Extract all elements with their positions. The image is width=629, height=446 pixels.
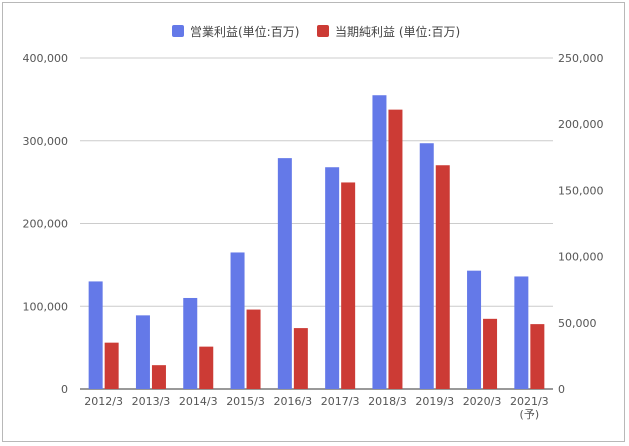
- x-tick-label: 2013/3: [132, 395, 171, 408]
- bar-net-income: [483, 318, 498, 389]
- right-tick-label: 200,000: [558, 118, 604, 131]
- bar-net-income: [530, 324, 545, 389]
- x-tick-label: 2018/3: [368, 395, 407, 408]
- left-tick-label: 0: [61, 383, 68, 396]
- left-tick-label: 400,000: [23, 52, 69, 65]
- left-tick-label: 200,000: [23, 218, 69, 231]
- bar-operating-profit: [419, 143, 434, 389]
- bar-operating-profit: [277, 158, 292, 389]
- bar-net-income: [104, 342, 119, 389]
- legend-label-net-income: 当期純利益 (単位:百万): [335, 24, 460, 39]
- right-tick-label: 250,000: [558, 52, 604, 65]
- bars: [88, 95, 545, 390]
- x-tick-label: 2017/3: [321, 395, 360, 408]
- left-axis: 0 100,000 200,000 300,000 400,000: [23, 52, 69, 396]
- right-axis: 0 50,000 100,000 150,000 200,000 250,000: [558, 52, 604, 396]
- bar-net-income: [435, 165, 450, 389]
- x-tick-label: 2014/3: [179, 395, 218, 408]
- legend: 営業利益(単位:百万) 当期純利益 (単位:百万): [172, 24, 460, 39]
- legend-swatch-net-income: [317, 25, 329, 37]
- bar-net-income: [293, 328, 308, 389]
- x-tick-note: (予): [520, 408, 540, 421]
- x-tick-label: 2015/3: [226, 395, 265, 408]
- bar-net-income: [341, 182, 356, 389]
- bar-operating-profit: [467, 270, 482, 389]
- bar-net-income: [388, 109, 403, 390]
- bar-net-income: [151, 365, 166, 389]
- right-tick-label: 0: [558, 383, 565, 396]
- right-tick-label: 150,000: [558, 184, 604, 197]
- x-tick-label: 2016/3: [273, 395, 312, 408]
- gridlines: [80, 57, 553, 390]
- left-tick-label: 300,000: [23, 135, 69, 148]
- bar-net-income: [199, 346, 214, 389]
- bar-operating-profit: [135, 315, 150, 389]
- x-tick-label: 2019/3: [415, 395, 454, 408]
- bar-operating-profit: [88, 281, 103, 389]
- x-axis: 2012/3 2013/3 2014/3 2015/3 2016/3 2017/3 2018…: [84, 395, 548, 421]
- legend-swatch-operating-profit: [172, 25, 184, 37]
- bar-operating-profit: [230, 252, 245, 389]
- bar-net-income: [246, 309, 261, 389]
- x-tick-label: 2021/3: [510, 395, 549, 408]
- x-tick-label: 2020/3: [463, 395, 502, 408]
- bar-operating-profit: [372, 95, 387, 390]
- right-tick-label: 100,000: [558, 251, 604, 264]
- right-tick-label: 50,000: [558, 317, 597, 330]
- legend-label-operating-profit: 営業利益(単位:百万): [190, 24, 299, 39]
- bar-operating-profit: [183, 297, 198, 389]
- left-tick-label: 100,000: [23, 300, 69, 313]
- x-tick-label: 2012/3: [84, 395, 123, 408]
- bar-operating-profit: [514, 276, 529, 389]
- bar-operating-profit: [325, 167, 340, 389]
